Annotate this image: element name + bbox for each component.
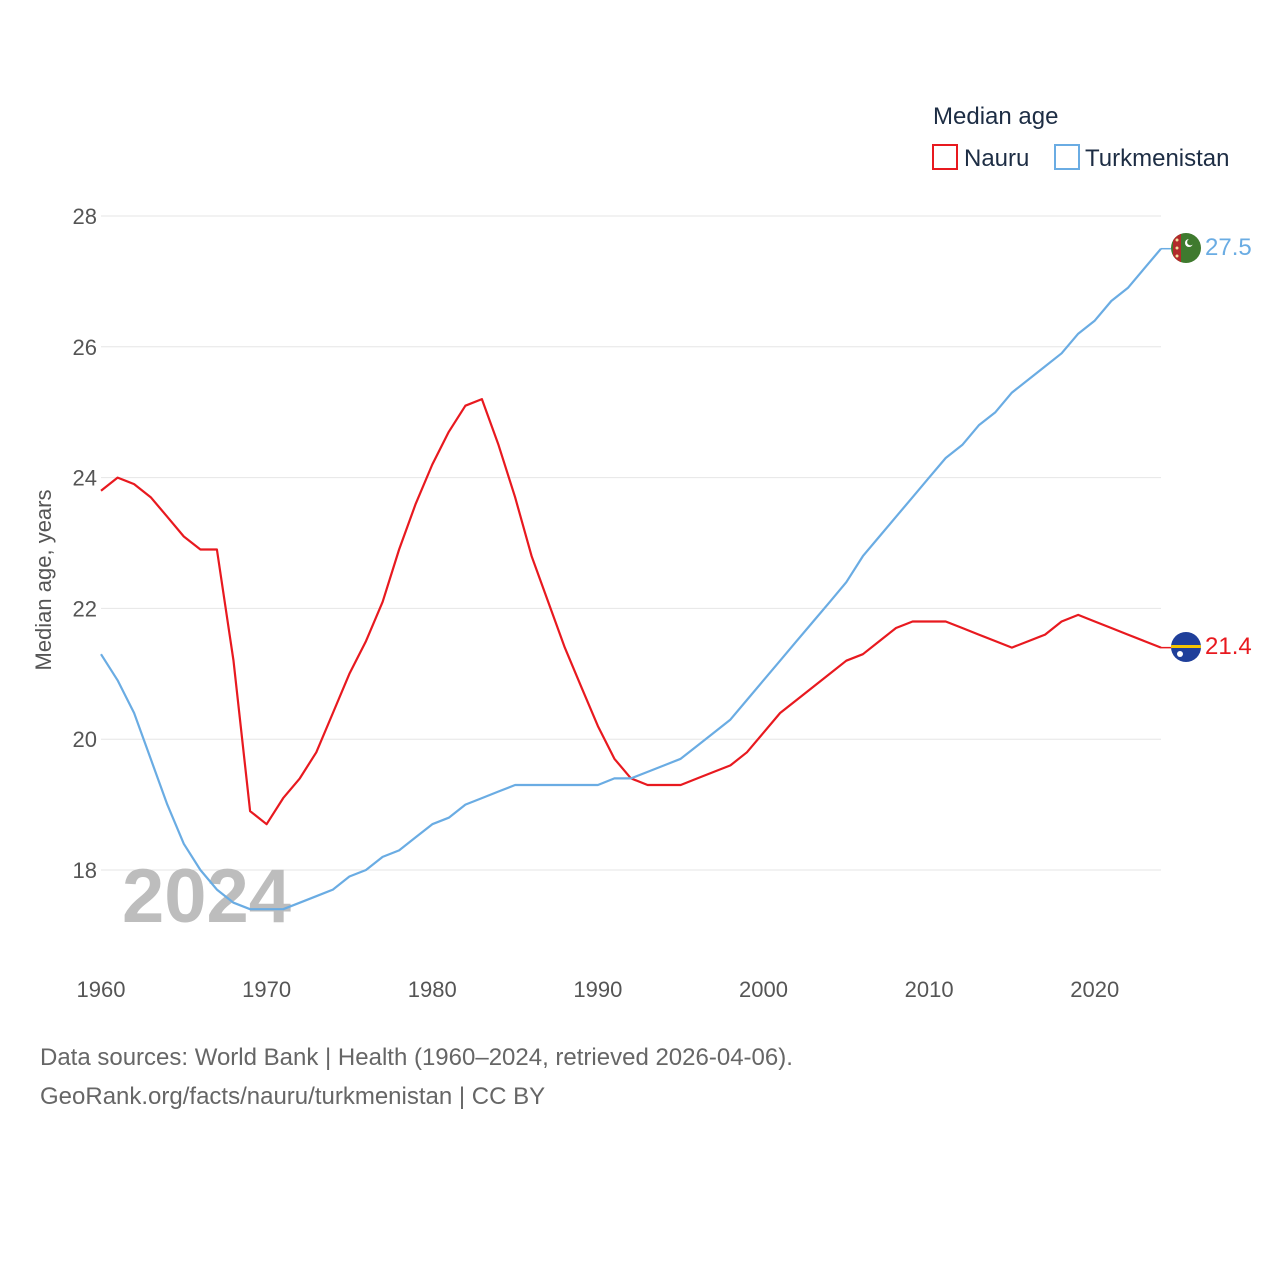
x-tick-label: 1990 [573,977,622,1002]
series-line-turkmenistan[interactable] [100,247,1162,911]
year-watermark: 2024 [122,854,291,939]
footer-sources: Data sources: World Bank | Health (1960–… [40,1044,793,1071]
x-tick-label: 2010 [905,977,954,1002]
x-axis-ticks: 1960 1970 1980 1990 2000 2010 2020 [77,977,1120,1002]
y-axis-ticks: 18 20 22 24 26 28 [73,204,97,883]
y-tick-label: 18 [73,858,97,883]
series-lines [100,247,1171,911]
x-tick-label: 1960 [77,977,126,1002]
y-tick-label: 28 [73,204,97,229]
x-tick-label: 1970 [242,977,291,1002]
y-tick-label: 24 [73,466,97,491]
turkmenistan-end-label: 27.5 [1205,234,1252,261]
nauru-flag-icon [1171,632,1201,662]
x-tick-label: 2020 [1070,977,1119,1002]
legend-swatch-turkmenistan [1054,144,1080,170]
turkmenistan-flag-icon [1171,233,1201,263]
nauru-end-label: 21.4 [1205,633,1252,660]
legend-swatch-nauru [932,144,958,170]
y-tick-label: 20 [73,727,97,752]
legend-title: Median age [933,103,1058,130]
y-tick-label: 22 [73,596,97,621]
footer-attribution[interactable]: GeoRank.org/facts/nauru/turkmenistan | C… [40,1083,546,1110]
y-axis-title: Median age, years [31,490,56,671]
legend-label-turkmenistan: Turkmenistan [1085,145,1230,172]
legend-label-nauru: Nauru [964,145,1029,172]
y-tick-label: 26 [73,335,97,360]
x-tick-label: 2000 [739,977,788,1002]
series-line-nauru[interactable] [100,398,1162,826]
x-tick-label: 1980 [408,977,457,1002]
median-age-chart: 18 20 22 24 26 28 1960 1970 1980 1990 2000 2010 202… [31,103,1252,1002]
legend-item-turkmenistan[interactable]: Turkmenistan [1054,144,1230,172]
legend[interactable]: Median age Nauru Turkmenistan [932,103,1230,172]
grid-lines [101,215,1161,871]
legend-item-nauru[interactable]: Nauru [932,144,1029,172]
